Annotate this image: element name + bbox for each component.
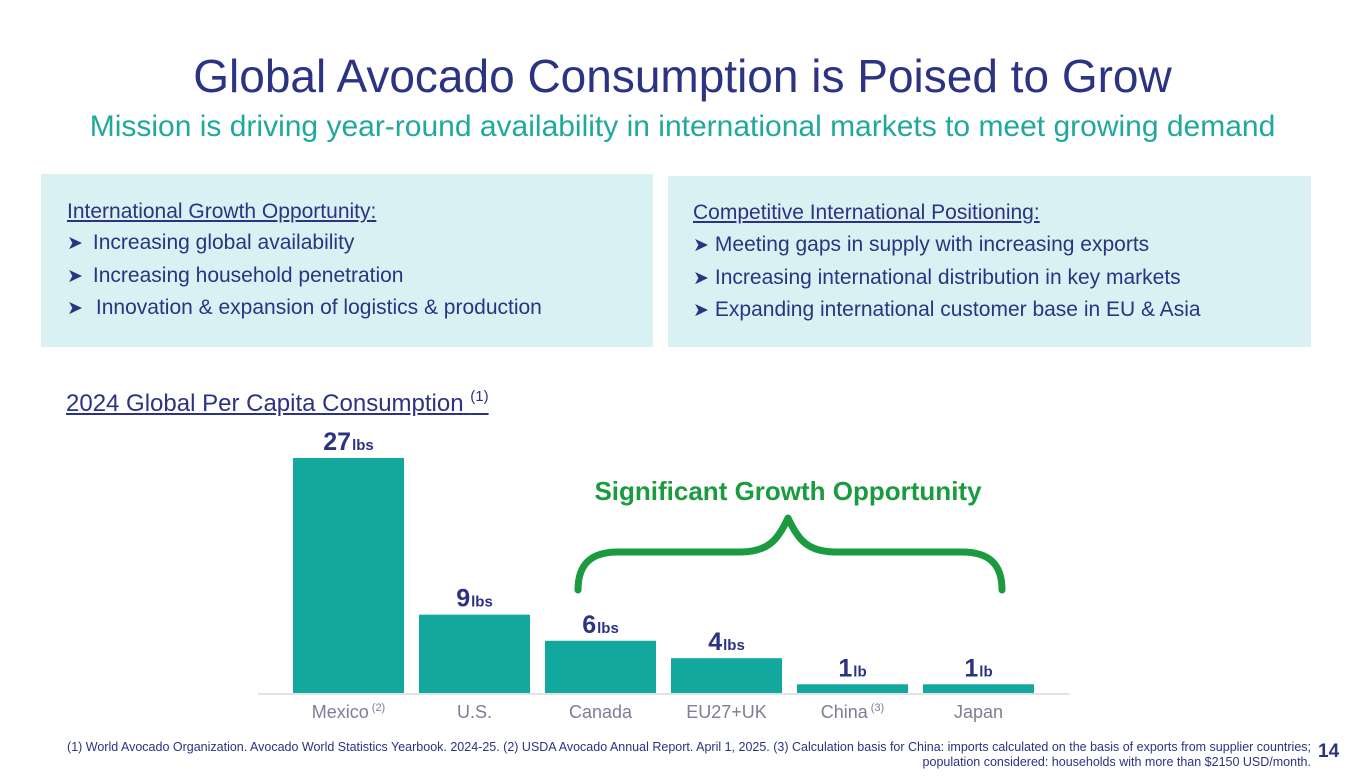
category-label: China (3) xyxy=(821,702,884,722)
growth-opportunity-panel: International Growth Opportunity: ➤ Incre… xyxy=(41,174,653,347)
growth-brace-icon xyxy=(574,514,1006,594)
panel-item: ➤ Increasing global availability xyxy=(67,230,354,257)
arrow-bullet-icon: ➤ xyxy=(67,233,83,254)
bar-eu27-uk xyxy=(671,658,782,693)
data-label: 4lbs xyxy=(708,628,745,656)
arrow-bullet-icon: ➤ xyxy=(693,235,709,256)
bar-mexico xyxy=(293,458,404,693)
category-label: U.S. xyxy=(457,702,492,722)
panel-item: ➤ Expanding international customer base i… xyxy=(693,297,1201,324)
category-label: Mexico (2) xyxy=(312,702,385,722)
category-label: Japan xyxy=(954,702,1003,722)
panel-item-text: Increasing global availability xyxy=(92,231,355,254)
category-label: Canada xyxy=(569,702,633,722)
data-label: 27lbs xyxy=(323,428,374,456)
panel-heading: International Growth Opportunity: xyxy=(67,200,377,223)
page-title: Global Avocado Consumption is Poised to … xyxy=(193,50,1172,102)
panel-item: ➤ Increasing household penetration xyxy=(67,263,403,290)
bar-japan xyxy=(923,684,1034,693)
data-label: 1lb xyxy=(964,654,992,682)
panel-item: ➤ Increasing international distribution i… xyxy=(693,265,1181,292)
arrow-bullet-icon: ➤ xyxy=(693,300,709,321)
panel-item-text: Increasing international distribution in… xyxy=(714,266,1181,289)
category-label: EU27+UK xyxy=(686,702,767,722)
panel-item: ➤ Innovation & expansion of logistics & p… xyxy=(67,295,542,322)
bar-china xyxy=(797,684,908,693)
data-label: 1lb xyxy=(838,654,866,682)
page-number: 14 xyxy=(1318,741,1340,762)
panel-item-text: Expanding international customer base in… xyxy=(714,298,1201,321)
arrow-bullet-icon: ➤ xyxy=(67,266,83,287)
page-subtitle: Mission is driving year-round availabili… xyxy=(89,110,1276,143)
panel-item-text: Meeting gaps in supply with increasing e… xyxy=(714,233,1150,256)
arrow-bullet-icon: ➤ xyxy=(67,298,83,319)
bar-u-s- xyxy=(419,614,530,693)
footnote: (1) World Avocado Organization. Avocado … xyxy=(67,740,1311,769)
arrow-bullet-icon: ➤ xyxy=(693,268,709,289)
panel-item: ➤ Meeting gaps in supply with increasing … xyxy=(693,232,1149,259)
consumption-bar-chart: 27lbs Mexico (2) 9lbs U.S. 6lbs Canada 4lbs EU27… xyxy=(258,428,1069,722)
growth-annotation: Significant Growth Opportunity xyxy=(594,476,982,506)
data-label: 9lbs xyxy=(456,585,493,613)
panel-item-text: Increasing household penetration xyxy=(92,264,404,287)
competitive-positioning-panel: Competitive International Positioning: ➤… xyxy=(668,176,1311,347)
data-label: 6lbs xyxy=(582,611,619,639)
chart-title-footnote-ref: (1) xyxy=(470,388,489,405)
chart-title: 2024 Global Per Capita Consumption (1) xyxy=(66,382,489,419)
panel-heading: Competitive International Positioning: xyxy=(693,201,1040,224)
chart-title-text: 2024 Global Per Capita Consumption xyxy=(66,390,464,417)
panel-item-text: Innovation & expansion of logistics & pr… xyxy=(95,296,542,319)
bar-canada xyxy=(545,640,656,693)
